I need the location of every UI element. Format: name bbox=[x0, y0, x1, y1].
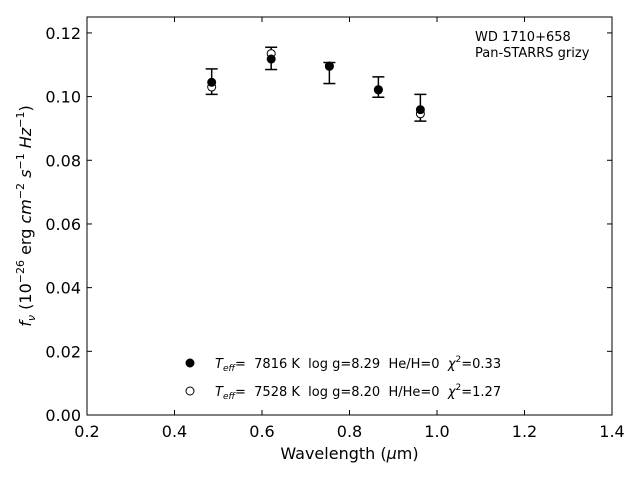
legend-marker-filled bbox=[185, 358, 195, 368]
y-tick-label: 0.02 bbox=[45, 342, 81, 361]
annotation-survey: Pan-STARRS grizy bbox=[475, 46, 590, 61]
filled-point bbox=[207, 77, 217, 87]
y-tick-label: 0.00 bbox=[45, 406, 81, 425]
y-axis-label: fν (10−26 erg cm−2 s−1 Hz−1) bbox=[14, 105, 38, 326]
x-tick-label: 1.4 bbox=[599, 422, 624, 441]
legend-entry-filled: Teff= 7816 K log g=8.29 He/H=0 χ2=0.33 bbox=[215, 355, 501, 374]
x-tick-label: 1.2 bbox=[512, 422, 537, 441]
data-series bbox=[207, 49, 425, 119]
x-tick-label: 0.8 bbox=[337, 422, 362, 441]
y-tick-label: 0.12 bbox=[45, 24, 81, 43]
x-tick-label: 0.4 bbox=[162, 422, 187, 441]
x-axis-label: Wavelength (μm) bbox=[280, 444, 418, 463]
annotation-object: WD 1710+658 bbox=[475, 30, 571, 45]
error-bars bbox=[205, 46, 427, 122]
y-tick-label: 0.08 bbox=[45, 151, 81, 170]
x-axis-ticks: 0.2 0.4 0.6 0.8 1.0 1.2 1.4 bbox=[74, 17, 625, 441]
x-tick-label: 1.0 bbox=[424, 422, 449, 441]
series-open-circles bbox=[207, 49, 425, 119]
series-filled-circles bbox=[207, 54, 425, 115]
legend-entry-open: Teff= 7528 K log g=8.20 H/He=0 χ2=1.27 bbox=[215, 383, 501, 402]
y-tick-label: 0.04 bbox=[45, 279, 81, 298]
filled-point bbox=[373, 85, 383, 95]
filled-point bbox=[415, 105, 425, 115]
y-tick-label: 0.10 bbox=[45, 88, 81, 107]
legend-marker-open bbox=[185, 386, 195, 396]
filled-point bbox=[324, 61, 334, 71]
legend: Teff= 7816 K log g=8.29 He/H=0 χ2=0.33 T… bbox=[185, 355, 501, 402]
plot-frame bbox=[86, 16, 613, 416]
y-tick-label: 0.06 bbox=[45, 215, 81, 234]
x-tick-label: 0.2 bbox=[74, 422, 99, 441]
y-axis-ticks: 0.00 0.02 0.04 0.06 0.08 0.10 0.12 bbox=[45, 24, 612, 425]
x-tick-label: 0.6 bbox=[249, 422, 274, 441]
filled-point bbox=[266, 54, 276, 64]
